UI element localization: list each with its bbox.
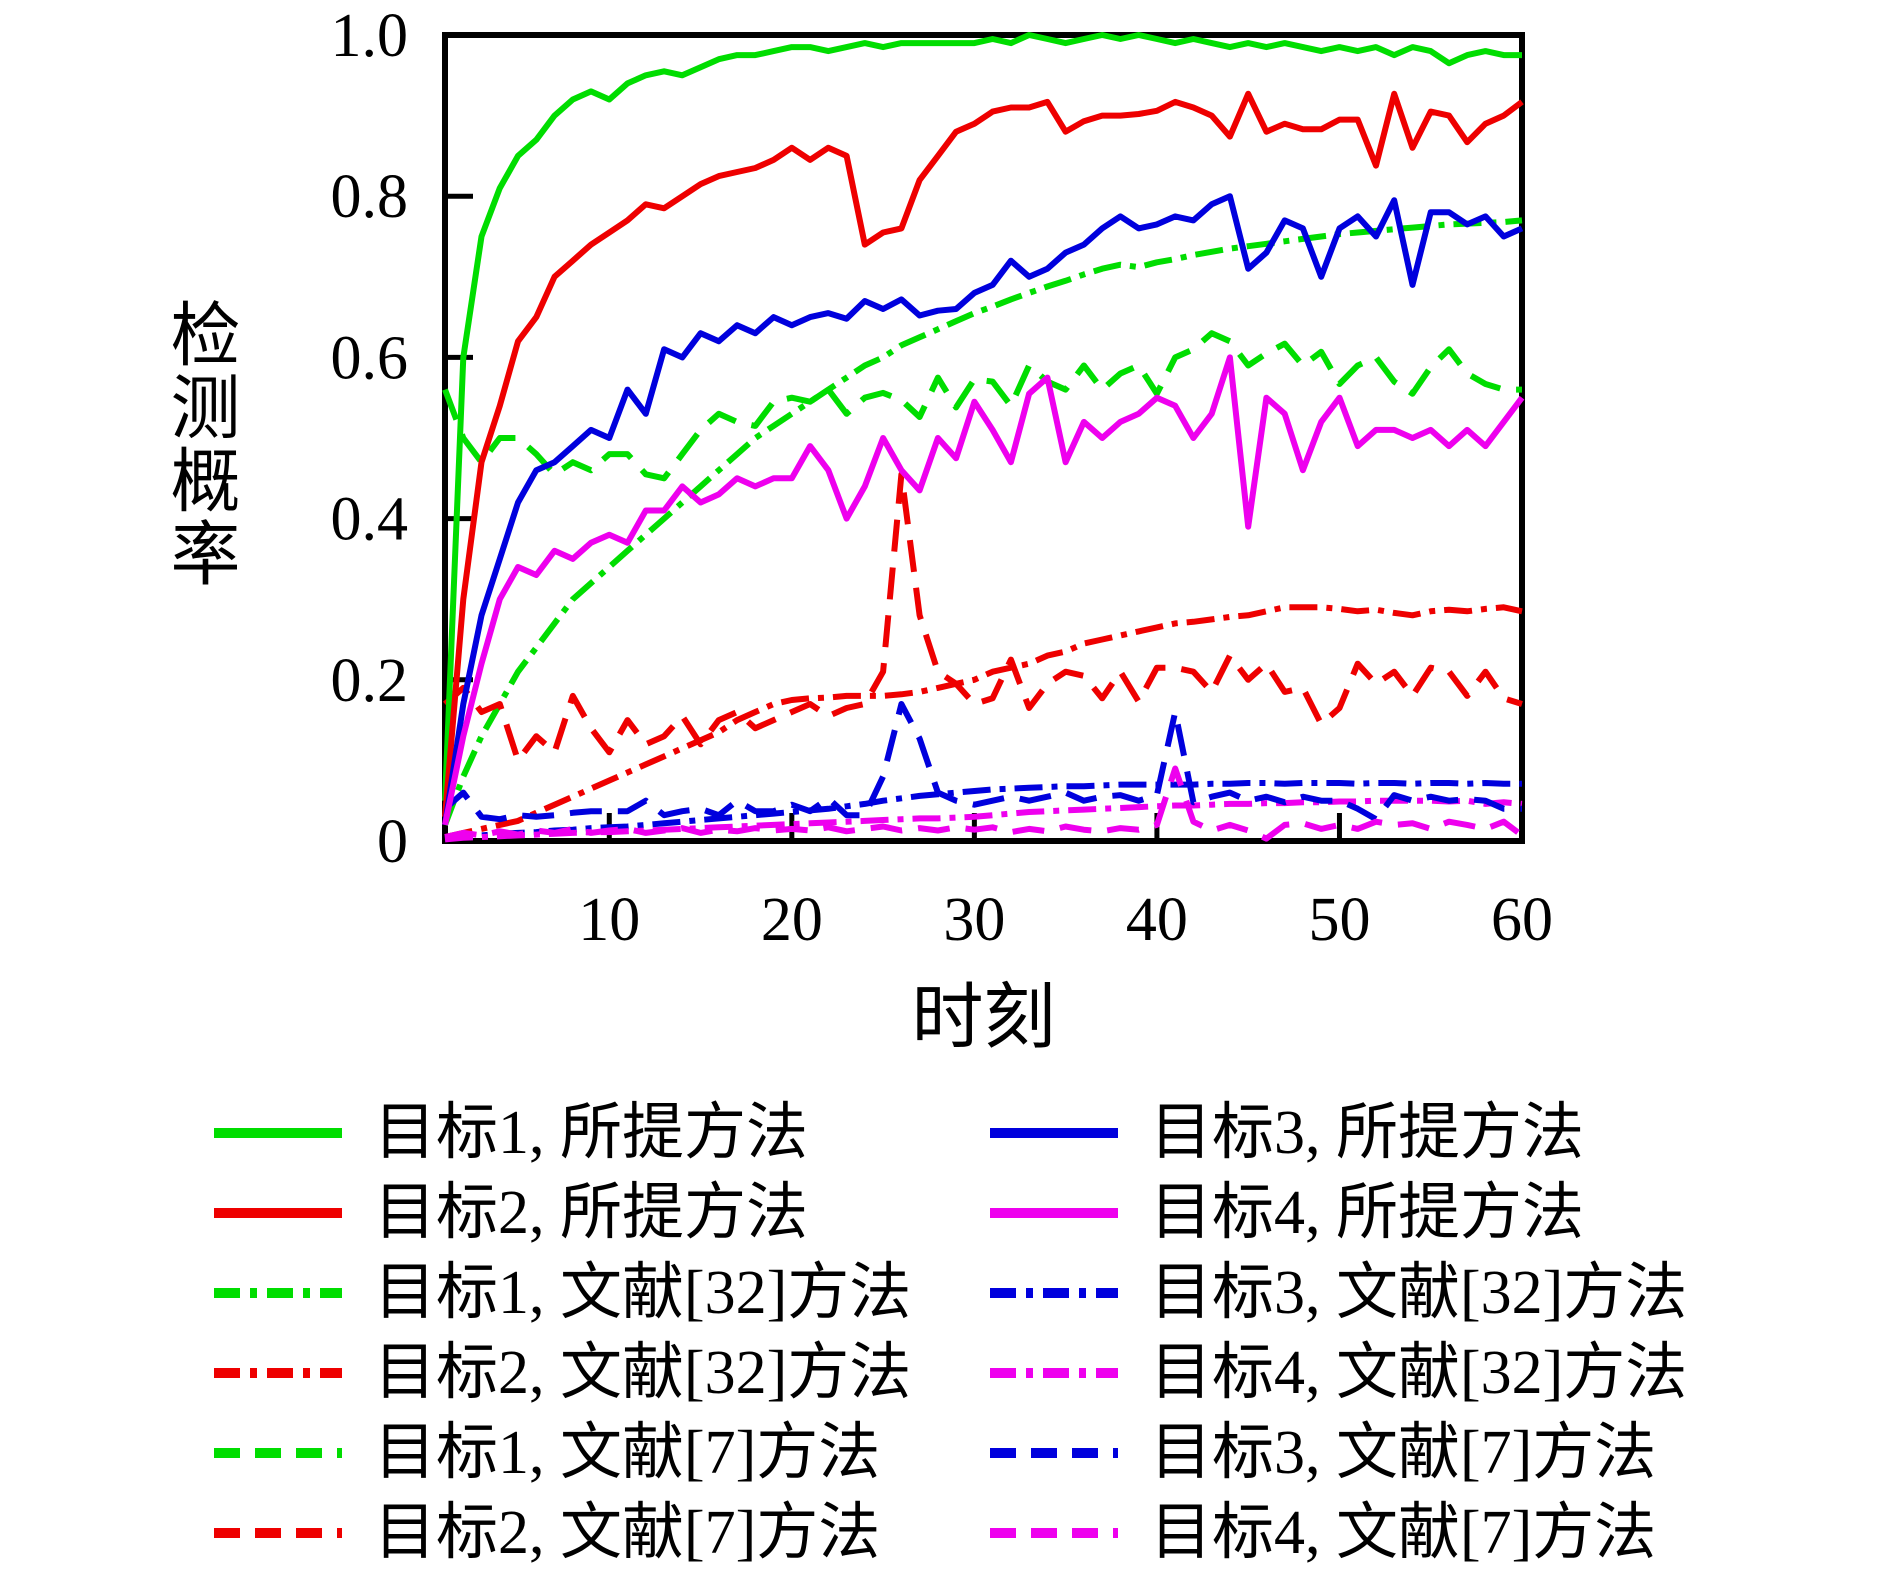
y-tick-label: 1.0 [331, 2, 409, 70]
y-tick-label: 0.8 [331, 163, 409, 231]
legend-item-target3-proposed: 目标3, 所提方法 [988, 1093, 1687, 1173]
y-tick-label: 0.2 [331, 647, 409, 715]
legend-item-label: 目标4, 所提方法 [1150, 1179, 1585, 1247]
x-tick-label: 60 [1491, 886, 1553, 954]
legend-item-target2-ref32: 目标2, 文献[32]方法 [212, 1333, 911, 1413]
legend-item-target1-proposed: 目标1, 所提方法 [212, 1093, 911, 1173]
legend-column-left: 目标1, 所提方法 目标2, 所提方法目标1, 文献[32]方法 目标2, 文献[3… [212, 1093, 911, 1573]
legend-item-target1-ref32: 目标1, 文献[32]方法 [212, 1253, 911, 1333]
series-line-target2-proposed [442, 90, 1524, 818]
legend-line-sample-solid [990, 1208, 1118, 1218]
legend-item-target4-ref32: 目标4, 文献[32]方法 [988, 1333, 1687, 1413]
series-line-target3-ref7 [443, 701, 1522, 823]
series-line-target2-ref7 [443, 471, 1523, 764]
legend-line-sample-dashed [214, 1448, 342, 1458]
series-line-target4-ref32 [444, 797, 1523, 843]
legend-item-label: 目标2, 文献[7]方法 [374, 1499, 881, 1567]
legend-item-target3-ref7: 目标3, 文献[7]方法 [988, 1413, 1687, 1493]
legend-line-sample-solid [214, 1128, 342, 1138]
legend-line-sample-dashed [990, 1528, 1118, 1538]
x-tick-label: 20 [761, 886, 823, 954]
legend-item-label: 目标1, 文献[32]方法 [374, 1259, 912, 1327]
legend: 目标1, 所提方法 目标2, 所提方法目标1, 文献[32]方法 目标2, 文献[3… [0, 1093, 1890, 1576]
legend-item-label: 目标2, 文献[32]方法 [374, 1339, 912, 1407]
legend-line-sample-dashdot [214, 1368, 342, 1378]
x-axis-label: 时刻 [911, 978, 1056, 1058]
y-tick-label: 0 [377, 808, 408, 876]
legend-item-target1-ref7: 目标1, 文献[7]方法 [212, 1413, 911, 1493]
series-line-target1-ref32 [442, 217, 1523, 826]
y-tick-label: 0.4 [331, 486, 409, 554]
legend-item-label: 目标2, 所提方法 [374, 1179, 809, 1247]
legend-line-sample-solid [214, 1208, 342, 1218]
y-tick-label: 0.6 [331, 324, 409, 392]
legend-item-label: 目标4, 文献[32]方法 [1150, 1339, 1688, 1407]
legend-item-label: 目标3, 所提方法 [1150, 1099, 1585, 1167]
legend-column-right: 目标3, 所提方法 目标4, 所提方法目标3, 文献[32]方法 目标4, 文献[3… [988, 1093, 1687, 1573]
plot-frame [442, 32, 1525, 844]
series-line-target3-proposed [442, 193, 1524, 826]
legend-item-label: 目标3, 文献[7]方法 [1150, 1419, 1657, 1487]
x-tick-label: 10 [578, 886, 640, 954]
legend-item-target4-ref7: 目标4, 文献[7]方法 [988, 1493, 1687, 1573]
legend-item-target3-ref32: 目标3, 文献[32]方法 [988, 1253, 1687, 1333]
series-line-target2-ref32 [444, 604, 1523, 840]
legend-line-sample-dashed [990, 1448, 1118, 1458]
legend-item-label: 目标1, 文献[7]方法 [374, 1419, 881, 1487]
x-tick-label: 30 [943, 886, 1005, 954]
x-tick-label: 40 [1126, 886, 1188, 954]
legend-item-target4-proposed: 目标4, 所提方法 [988, 1173, 1687, 1253]
series-line-target3-ref32 [444, 780, 1522, 842]
y-axis-label: 检测概率 [160, 298, 237, 590]
legend-item-label: 目标1, 所提方法 [374, 1099, 809, 1167]
legend-line-sample-dashdot [990, 1288, 1118, 1298]
legend-item-label: 目标4, 文献[7]方法 [1150, 1499, 1657, 1567]
legend-item-target2-ref7: 目标2, 文献[7]方法 [212, 1493, 911, 1573]
legend-line-sample-dashdot [214, 1288, 342, 1298]
legend-item-target2-proposed: 目标2, 所提方法 [212, 1173, 911, 1253]
series-line-target4-proposed [442, 354, 1525, 826]
legend-line-sample-dashdot [990, 1368, 1118, 1378]
chart-canvas: 10 20 30 40 50 60 0 0.2 0.4 0.6 0.8 1.0 [331, 2, 1554, 954]
series-line-target1-ref7 [442, 330, 1522, 482]
legend-line-sample-dashed [214, 1528, 342, 1538]
x-tick-label: 50 [1308, 886, 1370, 954]
legend-line-sample-solid [990, 1128, 1118, 1138]
legend-item-label: 目标3, 文献[32]方法 [1150, 1259, 1688, 1327]
series-line-target4-ref7 [444, 765, 1524, 842]
series-line-target1-proposed [442, 32, 1522, 801]
